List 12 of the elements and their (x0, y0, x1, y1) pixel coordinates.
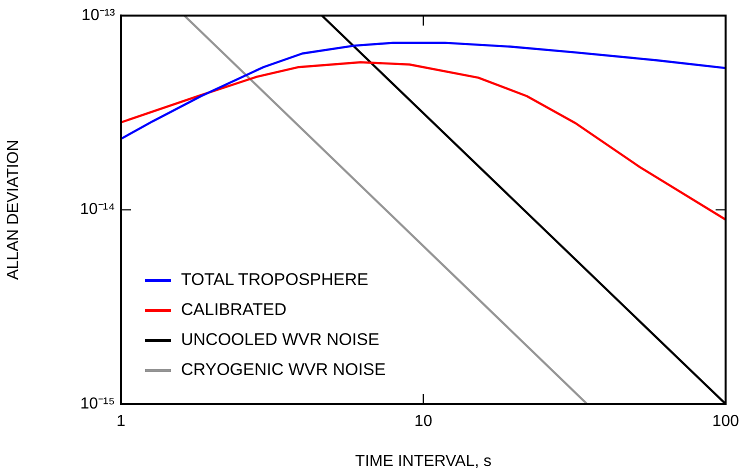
y-tick-label: 10⁻¹⁴ (80, 201, 116, 218)
legend-label: CALIBRATED (181, 300, 286, 320)
x-axis-title: TIME INTERVAL, s (355, 452, 492, 470)
y-tick-label: 10⁻¹⁵ (80, 395, 115, 412)
x-tick-label: 100 (712, 413, 740, 430)
legend-label: TOTAL TROPOSPHERE (181, 270, 368, 290)
y-axis-title: ALLAN DEVIATION (5, 140, 22, 280)
legend-label: UNCOOLED WVR NOISE (181, 330, 380, 350)
x-tick-label: 10 (414, 413, 432, 430)
y-tick-label: 10⁻¹³ (82, 7, 116, 24)
x-tick-label: 1 (116, 413, 126, 430)
legend-label: CRYOGENIC WVR NOISE (181, 360, 386, 380)
